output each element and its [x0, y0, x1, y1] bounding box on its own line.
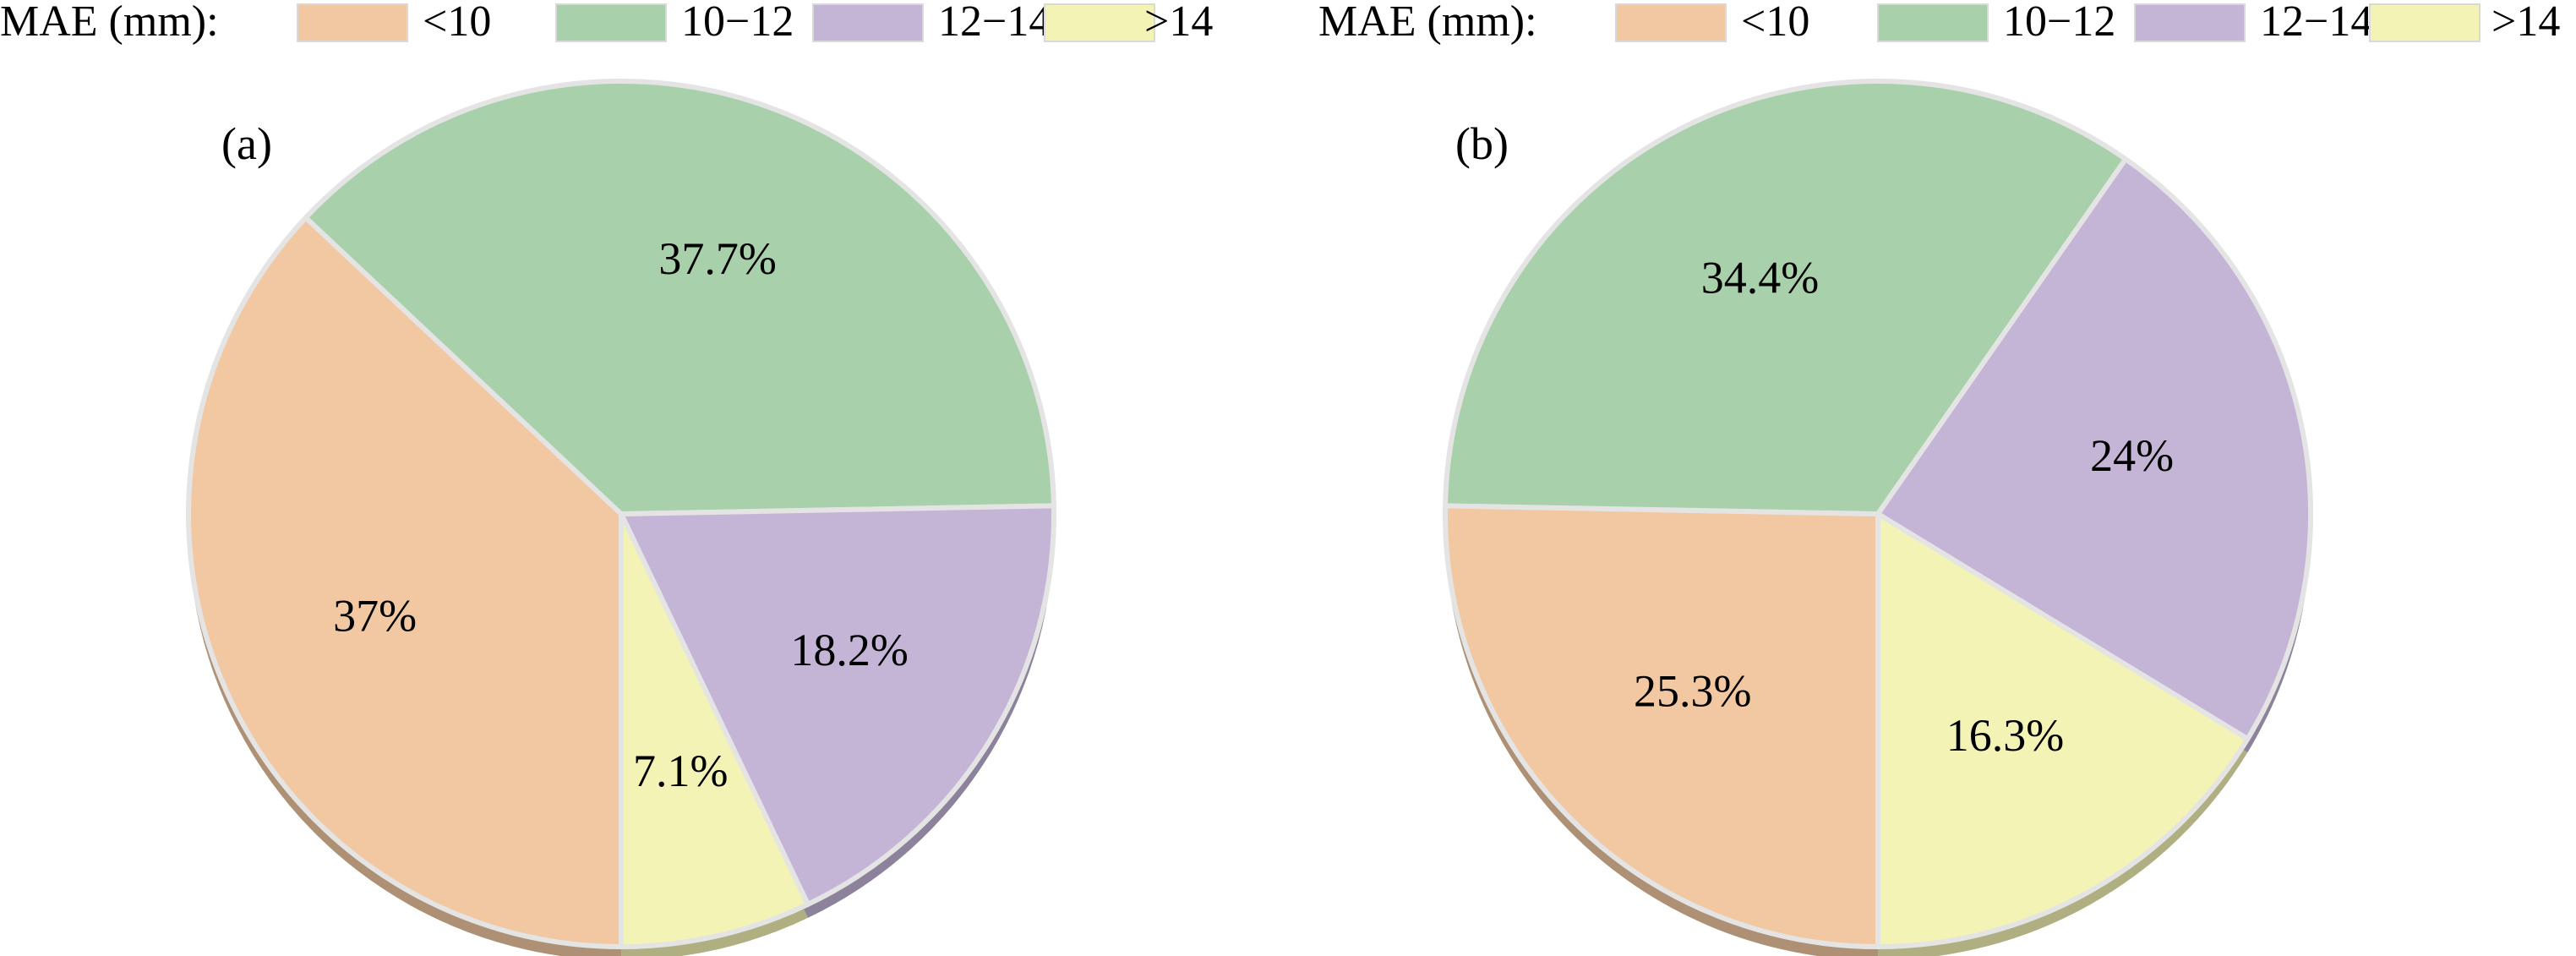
- legend-a-swatch-1: [555, 3, 667, 42]
- panel-a: MAE (mm): <10 10−12 12−14 >14 (a) 37% 37.…: [0, 0, 1213, 956]
- legend-a-title: MAE (mm):: [0, 0, 219, 46]
- legend-b-swatch-3: [2369, 3, 2480, 42]
- legend-b-swatch-1: [1877, 3, 1989, 42]
- pie-a-slice-1: [303, 79, 1056, 516]
- pie-a: 37% 37.7% 18.2% 7.1%: [186, 79, 1056, 956]
- legend-b-label-2: 12−14: [2260, 0, 2372, 46]
- legend-a-swatch-3: [1044, 3, 1155, 42]
- legend-b-title: MAE (mm):: [1318, 0, 1537, 46]
- pie-a-slice-3: [619, 511, 810, 949]
- pie-b-slice-2: [1875, 156, 2313, 742]
- pie-b-slice-1: [1443, 79, 2129, 516]
- pie-a-slices: [186, 79, 1056, 949]
- pie-b-value-label-2: 24%: [2090, 430, 2174, 481]
- panel-a-label: (a): [221, 118, 272, 169]
- pie-b: 25.3% 34.4% 24% 16.3%: [1443, 79, 2313, 956]
- panel-b: MAE (mm): <10 10−12 12−14 >14 (b) 25.3% 3…: [1318, 0, 2560, 956]
- legend-b-swatch-0: [1615, 3, 1727, 42]
- pie-b-slices: [1443, 79, 2313, 949]
- legend-b: MAE (mm): <10 10−12 12−14 >14: [1318, 0, 2560, 46]
- pie-b-slice-0: [1443, 503, 1880, 949]
- pie-b-value-label-0: 25.3%: [1634, 666, 1751, 717]
- legend-a-swatch-2: [812, 3, 924, 42]
- pie-a-value-label-2: 18.2%: [790, 625, 908, 675]
- pie-b-slice-3: [1875, 511, 2251, 949]
- legend-a-label-3: >14: [1144, 0, 1213, 46]
- panel-b-label: (b): [1455, 118, 1509, 169]
- pie-a-value-label-3: 7.1%: [633, 746, 728, 796]
- legend-b-label-0: <10: [1741, 0, 1809, 46]
- pie-a-value-label-0: 37%: [333, 590, 417, 641]
- pie-b-value-label-3: 16.3%: [1946, 710, 2064, 761]
- legend-a-label-2: 12−14: [938, 0, 1051, 46]
- legend-b-swatch-2: [2134, 3, 2246, 42]
- pie-a-slice-0: [186, 215, 624, 949]
- legend-b-label-3: >14: [2491, 0, 2560, 46]
- legend-a-swatch-0: [297, 3, 408, 42]
- pie-a-slice-2: [619, 503, 1056, 907]
- legend-a-label-1: 10−12: [681, 0, 794, 46]
- pie-a-value-label-1: 37.7%: [658, 233, 776, 284]
- pie-b-value-label-1: 34.4%: [1701, 253, 1819, 303]
- legend-a-label-0: <10: [423, 0, 491, 46]
- legend-a: MAE (mm): <10 10−12 12−14 >14: [0, 0, 1213, 46]
- legend-b-label-1: 10−12: [2003, 0, 2115, 46]
